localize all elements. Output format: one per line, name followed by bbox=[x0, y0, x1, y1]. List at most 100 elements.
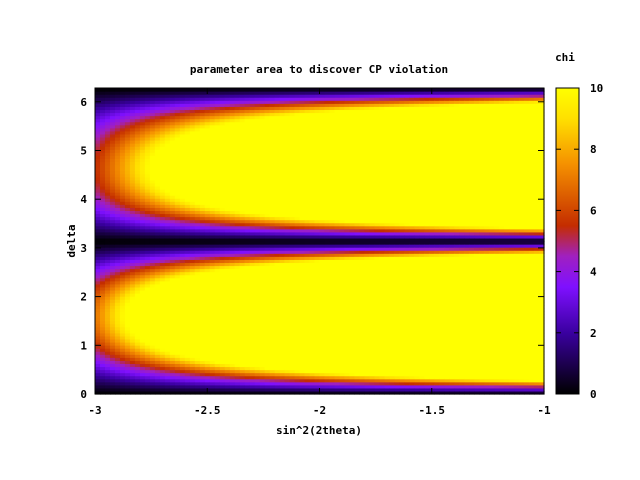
heatmap-cell bbox=[294, 140, 301, 144]
heatmap-cell bbox=[234, 127, 241, 132]
heatmap-cell bbox=[114, 140, 121, 144]
heatmap-cell bbox=[154, 366, 161, 371]
heatmap-cell bbox=[189, 133, 196, 138]
heatmap-cell bbox=[209, 140, 216, 144]
heatmap-cell bbox=[189, 213, 196, 218]
heatmap-cell bbox=[294, 378, 301, 383]
heatmap-cell bbox=[99, 289, 106, 294]
heatmap-cell bbox=[309, 167, 316, 172]
heatmap-cell bbox=[164, 164, 171, 169]
heatmap-cell bbox=[259, 378, 266, 383]
heatmap-cell bbox=[169, 103, 176, 107]
heatmap-cell bbox=[224, 210, 231, 215]
heatmap-cell bbox=[164, 213, 171, 218]
heatmap-cell bbox=[189, 348, 196, 352]
heatmap-cell bbox=[109, 219, 116, 224]
heatmap-cell bbox=[329, 259, 336, 264]
heatmap-cell bbox=[289, 332, 296, 337]
heatmap-cell bbox=[114, 228, 121, 233]
heatmap-cell bbox=[314, 289, 321, 294]
heatmap-cell bbox=[124, 253, 131, 257]
heatmap-cell bbox=[314, 378, 321, 383]
heatmap-cell bbox=[229, 247, 236, 251]
heatmap-cell bbox=[204, 204, 211, 208]
heatmap-cell bbox=[284, 366, 291, 371]
heatmap-cell bbox=[179, 351, 186, 355]
heatmap-cell bbox=[224, 268, 231, 273]
heatmap-cell bbox=[249, 372, 256, 377]
heatmap-cell bbox=[134, 253, 141, 257]
heatmap-cell bbox=[129, 106, 136, 111]
heatmap-cell bbox=[219, 268, 226, 273]
heatmap-cell bbox=[189, 265, 196, 270]
heatmap-cell bbox=[124, 305, 131, 309]
heatmap-cell bbox=[219, 256, 226, 260]
heatmap-cell bbox=[99, 348, 106, 352]
heatmap-cell bbox=[334, 305, 341, 309]
heatmap-cell bbox=[299, 195, 306, 199]
heatmap-cell bbox=[239, 124, 246, 129]
heatmap-cell bbox=[194, 384, 201, 389]
heatmap-cell bbox=[174, 314, 181, 319]
heatmap-cell bbox=[269, 326, 276, 331]
heatmap-cell bbox=[324, 283, 331, 288]
heatmap-cell bbox=[259, 311, 266, 316]
heatmap-cell bbox=[214, 332, 221, 337]
heatmap-cell bbox=[124, 222, 131, 227]
heatmap-cell bbox=[279, 100, 286, 104]
heatmap-cell bbox=[149, 124, 156, 129]
heatmap-cell bbox=[234, 115, 241, 120]
heatmap-cell bbox=[95, 207, 101, 211]
heatmap-cell bbox=[299, 366, 306, 371]
heatmap-cell bbox=[164, 372, 171, 377]
heatmap-cell bbox=[224, 231, 231, 236]
heatmap-cell bbox=[264, 387, 271, 392]
heatmap-cell bbox=[309, 283, 316, 288]
heatmap-cell bbox=[284, 127, 291, 132]
heatmap-cell bbox=[184, 262, 191, 267]
heatmap-cell bbox=[234, 225, 241, 230]
heatmap-cell bbox=[129, 323, 136, 328]
heatmap-cell bbox=[284, 305, 291, 309]
heatmap-cell bbox=[209, 387, 216, 392]
heatmap-cell bbox=[319, 348, 326, 352]
heatmap-cell bbox=[194, 265, 201, 270]
heatmap-cell bbox=[214, 103, 221, 107]
heatmap-cell bbox=[149, 149, 156, 153]
heatmap-cell bbox=[249, 375, 256, 380]
heatmap-cell bbox=[264, 323, 271, 328]
heatmap-cell bbox=[199, 106, 206, 111]
heatmap-cell bbox=[134, 237, 141, 242]
heatmap-cell bbox=[299, 314, 306, 319]
heatmap-cell bbox=[279, 234, 286, 239]
heatmap-cell bbox=[254, 140, 261, 144]
heatmap-cell bbox=[214, 329, 221, 334]
heatmap-cell bbox=[124, 372, 131, 377]
heatmap-cell bbox=[224, 326, 231, 331]
heatmap-cell bbox=[244, 345, 251, 349]
heatmap-cell bbox=[289, 185, 296, 190]
heatmap-cell bbox=[284, 378, 291, 383]
heatmap-cell bbox=[194, 351, 201, 355]
heatmap-cell bbox=[184, 280, 191, 285]
heatmap-cell bbox=[249, 354, 256, 358]
heatmap-cell bbox=[239, 244, 246, 248]
heatmap-cell bbox=[259, 256, 266, 260]
heatmap-cell bbox=[229, 179, 236, 184]
heatmap-cell bbox=[119, 259, 126, 264]
heatmap-cell bbox=[264, 237, 271, 242]
heatmap-cell bbox=[99, 363, 106, 368]
heatmap-cell bbox=[279, 338, 286, 343]
heatmap-cell bbox=[129, 225, 136, 230]
heatmap-cell bbox=[339, 265, 346, 270]
heatmap-cell bbox=[139, 149, 146, 153]
heatmap-cell bbox=[189, 308, 196, 312]
heatmap-cell bbox=[124, 170, 131, 175]
heatmap-cell bbox=[259, 210, 266, 215]
heatmap-cell bbox=[139, 201, 146, 205]
heatmap-cell bbox=[179, 155, 186, 159]
heatmap-cell bbox=[274, 207, 281, 211]
heatmap-cell bbox=[119, 265, 126, 270]
heatmap-cell bbox=[95, 387, 101, 392]
heatmap-cell bbox=[219, 222, 226, 227]
